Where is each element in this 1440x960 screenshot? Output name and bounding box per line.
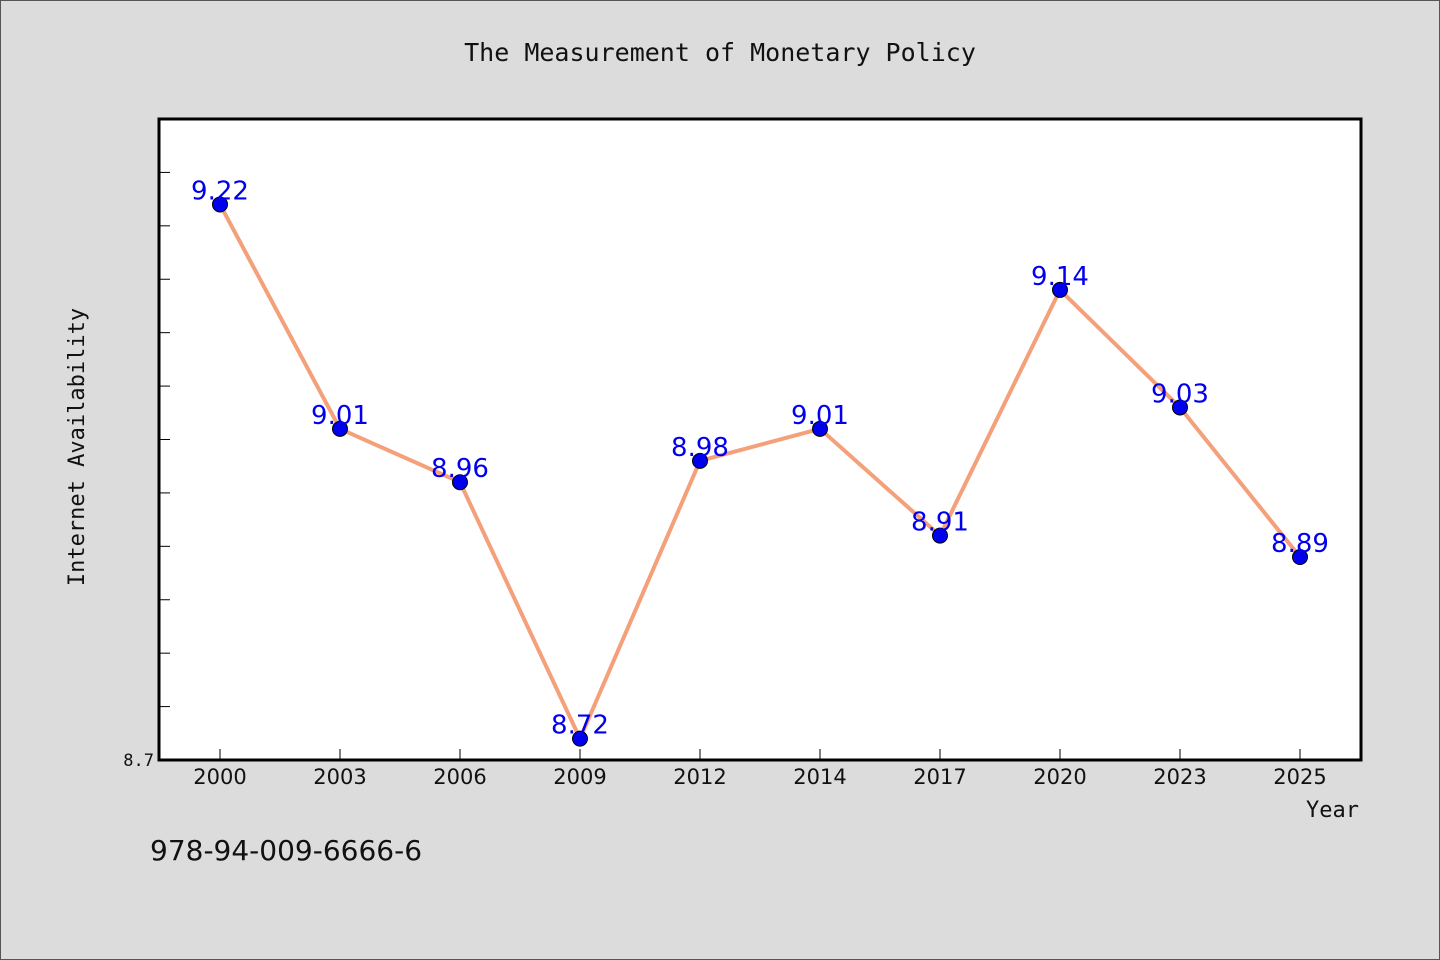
- isbn-label: 978-94-009-6666-6: [150, 834, 423, 867]
- x-axis: 2000 2003 2006 2009 2012 2014 2017 2020 2023 2025: [193, 749, 1327, 789]
- data-label: 8.96: [431, 454, 489, 484]
- plot-frame: [157, 117, 1363, 762]
- plot-area: [159, 119, 1361, 760]
- x-tick-label: 2000: [193, 765, 246, 789]
- data-point: [212, 196, 228, 213]
- data-point: [812, 420, 828, 437]
- x-tick-label: 2012: [673, 765, 726, 789]
- series-group: 9.22 9.01 8.96 8.72 8.98 9.01 8.91 9.14 9.03 8.89: [191, 176, 1329, 747]
- data-point: [452, 474, 468, 491]
- data-label: 8.72: [551, 711, 609, 741]
- data-label: 8.89: [1271, 529, 1329, 559]
- x-tick-label: 2020: [1033, 765, 1086, 789]
- data-point: [1172, 399, 1188, 416]
- data-point: [1052, 281, 1068, 298]
- x-tick-label: 2003: [313, 765, 366, 789]
- x-tick-label: 2023: [1153, 765, 1206, 789]
- x-tick-label: 2014: [793, 765, 846, 789]
- y-tick-label: 8.7: [123, 751, 154, 771]
- y-axis-title: Internet Availability: [65, 308, 90, 586]
- data-point: [932, 527, 948, 544]
- x-tick-label: 2006: [433, 765, 486, 789]
- data-label: 8.91: [911, 508, 969, 538]
- chart-title: The Measurement of Monetary Policy: [464, 38, 976, 67]
- data-point: [332, 420, 348, 437]
- data-label: 8.98: [671, 433, 729, 463]
- data-label: 9.01: [311, 401, 369, 431]
- data-point: [1292, 549, 1308, 566]
- data-label: 9.22: [191, 176, 249, 206]
- x-axis-title: Year: [1306, 798, 1359, 823]
- data-point: [572, 730, 588, 747]
- data-point: [692, 452, 708, 469]
- x-tick-label: 2009: [553, 765, 606, 789]
- data-label: 9.01: [791, 401, 849, 431]
- x-tick-label: 2017: [913, 765, 966, 789]
- x-tick-label: 2025: [1273, 765, 1326, 789]
- data-label: 9.03: [1151, 379, 1209, 409]
- series-line: [218, 203, 1302, 741]
- data-label: 9.14: [1031, 262, 1089, 292]
